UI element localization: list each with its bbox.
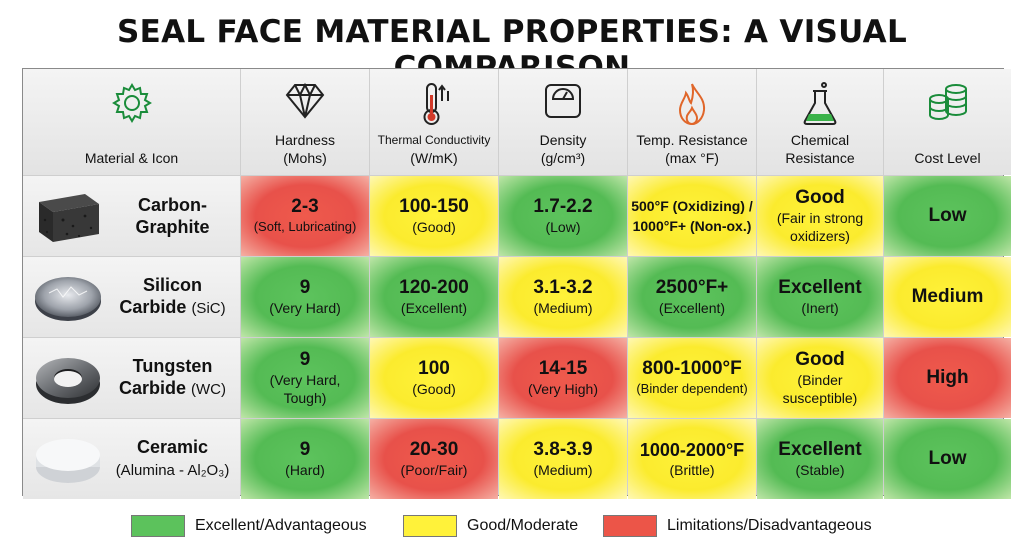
- value-cell: 9 (Hard): [241, 419, 369, 499]
- legend-item: Excellent/Advantageous: [131, 515, 367, 537]
- header-unit: (max °F): [665, 150, 719, 166]
- value-cell: 100 (Good): [370, 338, 498, 418]
- comparison-table: Material & Icon Hardness (Mohs) Thermal …: [22, 68, 1011, 499]
- thermometer-icon: [414, 81, 454, 132]
- value-cell: Low: [884, 176, 1011, 256]
- material-carbon-graphite: Carbon- Graphite: [23, 176, 240, 256]
- value-cell: Low: [884, 419, 1011, 499]
- value-cell: Good (Binder susceptible): [757, 338, 883, 418]
- material-name: Tungsten Carbide (WC): [118, 356, 227, 398]
- material-name: Carbon- Graphite: [135, 195, 210, 237]
- flame-icon: [672, 81, 712, 132]
- header-cost: Cost Level: [884, 69, 1011, 175]
- header-label: Chemical: [790, 132, 850, 148]
- value-cell: 9 (Very Hard): [241, 257, 369, 337]
- header-label: Temp. Resistance: [636, 132, 748, 148]
- value-cell: 2-3 (Soft, Lubricating): [241, 176, 369, 256]
- silicon-carbide-image: [31, 266, 105, 328]
- header-label: Hardness: [275, 132, 335, 148]
- value-cell: Good (Fair in strong oxidizers): [757, 176, 883, 256]
- header-label: Cost Level: [914, 150, 981, 166]
- value-cell: 14-15 (Very High): [499, 338, 627, 418]
- material-silicon-carbide: Silicon Carbide (SiC): [23, 257, 240, 337]
- scale-icon: [541, 81, 585, 126]
- flask-icon: [800, 81, 840, 132]
- value-cell: Excellent (Stable): [757, 419, 883, 499]
- legend-swatch: [403, 515, 457, 537]
- value-cell: 100-150 (Good): [370, 176, 498, 256]
- coins-icon: [926, 81, 970, 126]
- header-material: Material & Icon: [23, 69, 240, 175]
- header-label: Thermal Conductivity: [377, 133, 491, 147]
- material-name: Ceramic (Alumina - Al₂O₃): [115, 437, 230, 479]
- value-cell: 1.7-2.2 (Low): [499, 176, 627, 256]
- header-label: Density: [539, 132, 587, 148]
- tungsten-carbide-image: [31, 347, 105, 409]
- header-unit: Resistance: [785, 150, 855, 166]
- value-cell: Medium: [884, 257, 1011, 337]
- value-cell: 800-1000°F (Binder dependent): [628, 338, 756, 418]
- diamond-icon: [283, 81, 327, 126]
- header-unit: (g/cm³): [540, 150, 586, 166]
- header-unit: (Mohs): [283, 150, 327, 166]
- legend-item: Good/Moderate: [403, 515, 578, 537]
- header-thermal: Thermal Conductivity (W/mK): [370, 69, 498, 175]
- value-cell: 3.8-3.9 (Medium): [499, 419, 627, 499]
- carbon-graphite-image: [31, 185, 105, 247]
- material-tungsten-carbide: Tungsten Carbide (WC): [23, 338, 240, 418]
- gear-icon: [110, 81, 154, 130]
- value-cell: 20-30 (Poor/Fair): [370, 419, 498, 499]
- value-cell: Excellent (Inert): [757, 257, 883, 337]
- legend-swatch: [603, 515, 657, 537]
- value-cell: 2500°F+ (Excellent): [628, 257, 756, 337]
- header-density: Density (g/cm³): [499, 69, 627, 175]
- header-hardness: Hardness (Mohs): [241, 69, 369, 175]
- legend: Excellent/Advantageous Good/Moderate Lim…: [0, 515, 1024, 539]
- value-cell: 500°F (Oxidizing) / 1000°F+ (Non-ox.): [628, 176, 756, 256]
- value-cell: High: [884, 338, 1011, 418]
- legend-item: Limitations/Disadvantageous: [603, 515, 872, 537]
- value-cell: 1000-2000°F (Brittle): [628, 419, 756, 499]
- value-cell: 9 (Very Hard, Tough): [241, 338, 369, 418]
- material-name: Silicon Carbide (SiC): [119, 275, 226, 317]
- header-temp: Temp. Resistance (max °F): [628, 69, 756, 175]
- header-label: Material & Icon: [84, 150, 179, 166]
- value-cell: 3.1-3.2 (Medium): [499, 257, 627, 337]
- material-ceramic: Ceramic (Alumina - Al₂O₃): [23, 419, 240, 499]
- alumina-image: [31, 428, 105, 490]
- value-cell: 120-200 (Excellent): [370, 257, 498, 337]
- header-unit: (W/mK): [410, 150, 458, 166]
- header-chemical: Chemical Resistance: [757, 69, 883, 175]
- legend-swatch: [131, 515, 185, 537]
